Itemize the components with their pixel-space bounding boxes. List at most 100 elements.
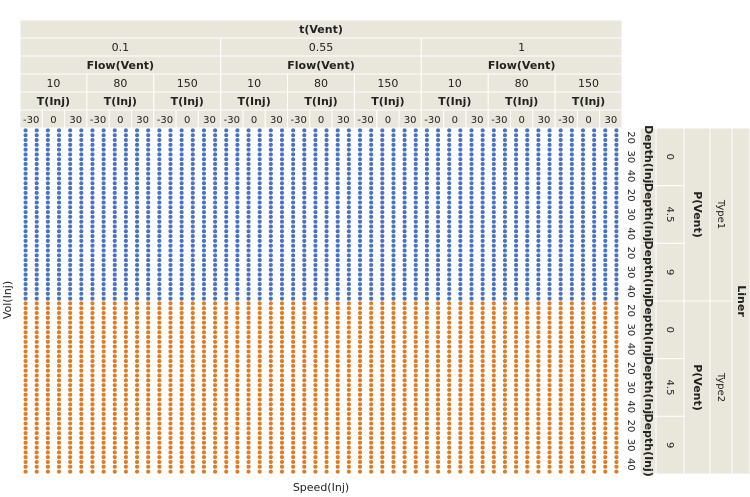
data-point-type1	[514, 253, 519, 258]
data-point-type2	[547, 344, 552, 349]
data-point-type1	[123, 210, 128, 215]
data-point-type2	[68, 431, 73, 436]
data-point-type1	[279, 258, 285, 263]
data-point-type1	[45, 166, 50, 171]
data-point-type2	[569, 335, 574, 340]
data-point-type1	[302, 181, 307, 186]
data-point-type1	[491, 262, 496, 267]
data-point-type1	[213, 234, 218, 239]
data-point-type1	[580, 190, 585, 195]
data-point-type2	[592, 325, 597, 330]
data-point-type2	[358, 378, 363, 383]
data-point-type1	[358, 267, 363, 272]
data-point-type1	[480, 190, 485, 195]
data-point-type1	[257, 243, 262, 248]
data-point-type2	[569, 306, 574, 311]
data-point-type2	[424, 397, 429, 402]
data-point-type2	[213, 407, 218, 412]
data-point-type1	[480, 210, 485, 215]
data-point-type1	[168, 157, 173, 162]
data-point-type1	[190, 224, 195, 229]
data-point-type2	[90, 397, 95, 402]
data-point-type1	[380, 142, 385, 147]
data-point-type1	[45, 133, 50, 138]
data-point-type1	[268, 277, 273, 282]
data-point-type2	[491, 464, 496, 469]
data-point-type2	[90, 378, 95, 383]
data-point-type1	[257, 210, 262, 215]
data-point-type2	[380, 411, 385, 416]
data-point-type2	[90, 435, 95, 440]
data-point-type1	[79, 171, 84, 176]
data-point-type2	[402, 339, 407, 344]
data-point-type1	[34, 258, 39, 263]
data-point-type1	[68, 176, 73, 181]
data-point-type2	[57, 459, 62, 465]
data-point-type2	[424, 349, 429, 354]
data-point-type2	[168, 344, 173, 349]
data-point-type1	[157, 238, 162, 243]
data-point-type2	[179, 320, 184, 325]
data-point-type1	[68, 195, 73, 200]
data-point-type2	[369, 383, 374, 388]
data-point-type1	[57, 195, 62, 200]
data-point-type1	[592, 157, 597, 162]
data-point-type2	[179, 464, 184, 469]
data-point-type1	[569, 186, 574, 191]
header-cell	[655, 185, 685, 244]
data-point-type2	[369, 320, 374, 325]
data-point-type2	[257, 397, 262, 402]
data-point-type1	[123, 234, 128, 239]
data-point-type1	[346, 181, 351, 186]
data-point-type1	[79, 142, 84, 147]
data-point-type2	[603, 455, 608, 460]
data-point-type2	[90, 459, 95, 465]
data-point-type2	[324, 320, 329, 325]
data-point-type1	[112, 253, 117, 258]
data-point-type1	[525, 291, 530, 296]
data-point-type1	[246, 277, 251, 282]
data-point-type1	[469, 186, 474, 191]
data-point-type2	[302, 426, 307, 431]
data-point-type1	[168, 195, 173, 200]
data-point-type2	[291, 301, 296, 306]
data-point-type2	[157, 330, 162, 335]
data-point-type1	[201, 286, 206, 292]
data-point-type1	[391, 214, 396, 219]
data-point-type2	[502, 469, 507, 474]
data-point-type1	[257, 147, 262, 152]
data-point-type1	[402, 205, 407, 210]
data-point-type1	[257, 291, 262, 296]
data-point-type2	[313, 344, 318, 349]
data-point-type1	[135, 214, 140, 219]
data-point-type2	[313, 397, 318, 402]
data-point-type1	[146, 190, 151, 195]
data-point-type2	[257, 335, 262, 340]
data-point-type2	[391, 450, 396, 455]
data-point-type1	[335, 181, 340, 186]
data-point-type1	[79, 176, 84, 181]
data-point-type1	[190, 181, 195, 186]
data-point-type1	[291, 214, 296, 219]
data-point-type2	[346, 363, 351, 368]
data-point-type1	[380, 162, 385, 167]
data-point-type1	[436, 157, 441, 162]
data-point-type2	[190, 306, 195, 311]
data-point-type1	[68, 190, 73, 195]
data-point-type1	[592, 190, 597, 195]
data-point-type1	[257, 248, 262, 253]
data-point-type1	[502, 190, 507, 195]
data-point-type1	[335, 176, 340, 181]
data-point-type1	[346, 291, 351, 296]
data-point-type2	[458, 349, 463, 354]
data-point-type1	[480, 272, 485, 277]
data-point-type1	[313, 157, 318, 162]
data-point-type1	[413, 291, 418, 296]
data-point-type1	[491, 243, 496, 248]
data-point-type2	[592, 363, 597, 368]
data-point-type2	[302, 354, 307, 359]
data-point-type1	[201, 190, 206, 195]
data-point-type1	[101, 282, 106, 287]
data-point-type1	[101, 224, 106, 229]
data-point-type1	[79, 262, 84, 267]
